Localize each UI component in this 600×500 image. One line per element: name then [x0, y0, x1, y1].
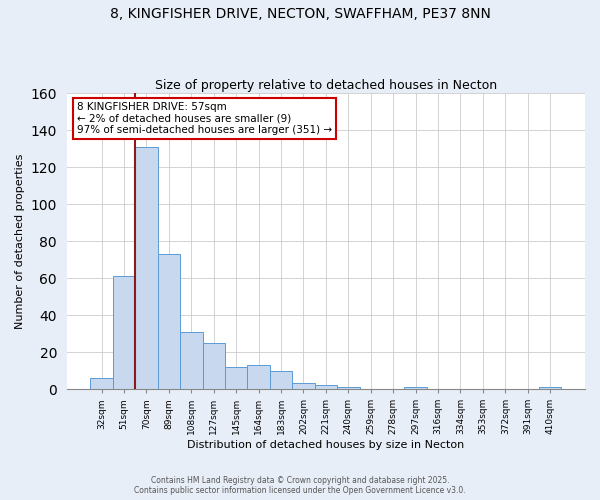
Bar	[270, 370, 292, 389]
Title: Size of property relative to detached houses in Necton: Size of property relative to detached ho…	[155, 79, 497, 92]
Y-axis label: Number of detached properties: Number of detached properties	[15, 154, 25, 329]
Bar	[337, 387, 359, 389]
X-axis label: Distribution of detached houses by size in Necton: Distribution of detached houses by size …	[187, 440, 464, 450]
Bar	[225, 367, 247, 389]
Bar	[292, 384, 314, 389]
Bar	[539, 387, 562, 389]
Bar	[247, 365, 270, 389]
Bar	[203, 343, 225, 389]
Bar	[113, 276, 135, 389]
Text: 8 KINGFISHER DRIVE: 57sqm
← 2% of detached houses are smaller (9)
97% of semi-de: 8 KINGFISHER DRIVE: 57sqm ← 2% of detach…	[77, 102, 332, 135]
Bar	[314, 386, 337, 389]
Bar	[404, 387, 427, 389]
Text: Contains HM Land Registry data © Crown copyright and database right 2025.
Contai: Contains HM Land Registry data © Crown c…	[134, 476, 466, 495]
Bar	[135, 147, 158, 389]
Text: 8, KINGFISHER DRIVE, NECTON, SWAFFHAM, PE37 8NN: 8, KINGFISHER DRIVE, NECTON, SWAFFHAM, P…	[110, 8, 490, 22]
Bar	[180, 332, 203, 389]
Bar	[91, 378, 113, 389]
Bar	[158, 254, 180, 389]
